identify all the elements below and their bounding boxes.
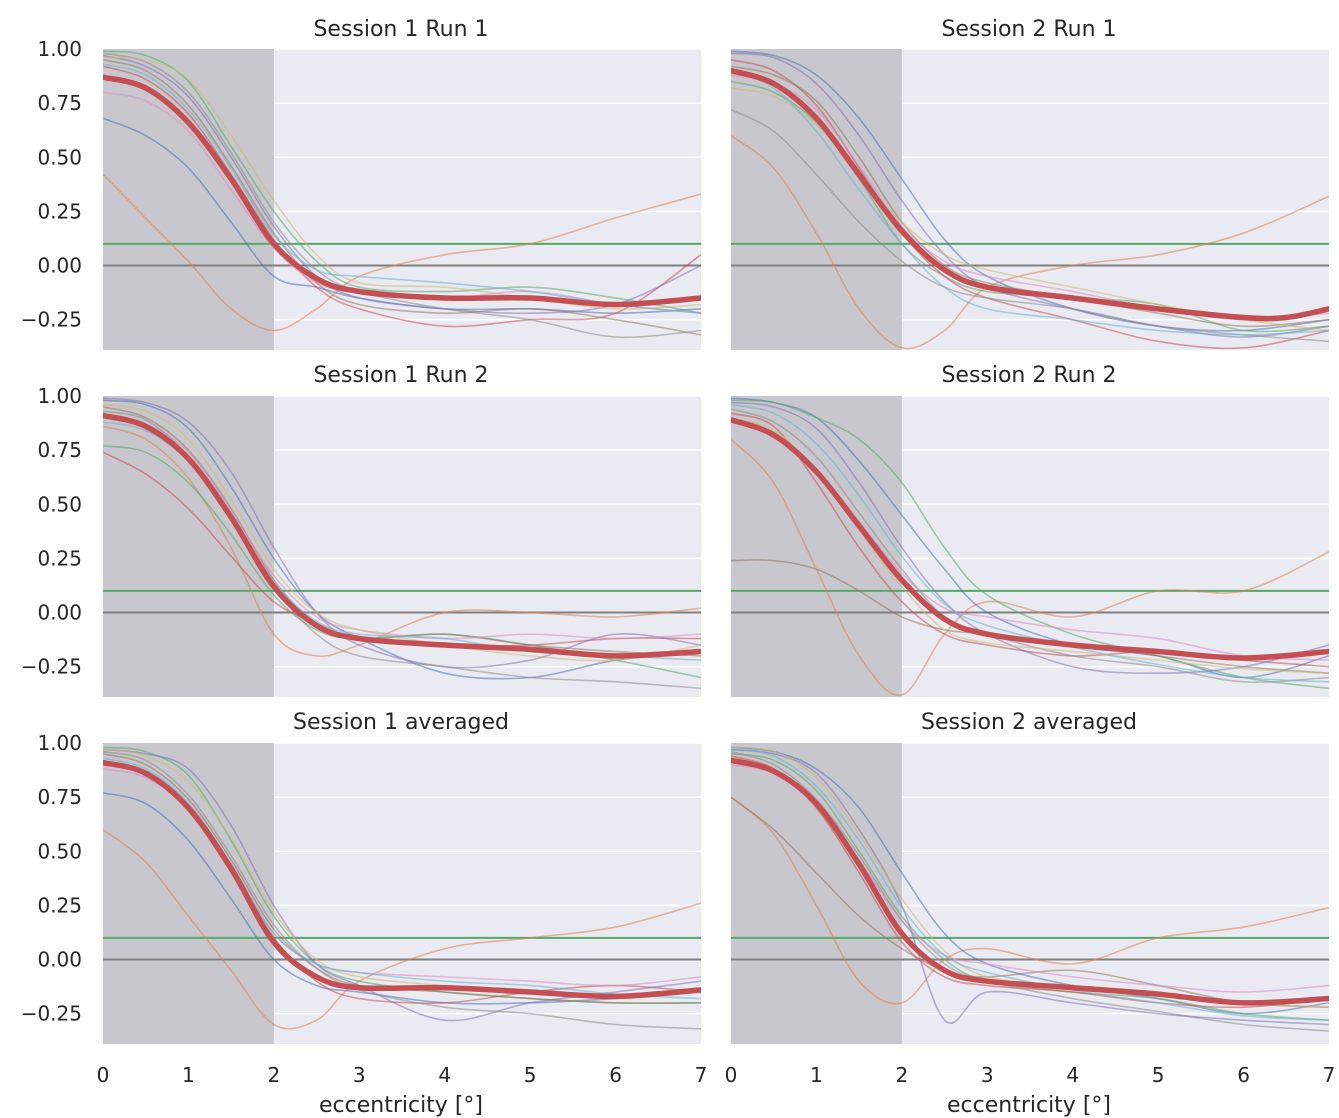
y-tick-label: 1.00 <box>37 731 82 755</box>
y-tick-label: 1.00 <box>37 37 82 61</box>
subject-line <box>103 91 701 314</box>
x-tick-label: 7 <box>695 1063 708 1087</box>
plot-area <box>103 48 701 350</box>
panel-session-1-run-2: Session 1 Run 2 1.00 0.75 0.50 0.25 0.00 −0.2… <box>21 363 701 697</box>
y-tick-label: 0.50 <box>37 145 82 169</box>
x-tick-label: 2 <box>895 1063 908 1087</box>
x-tick-label: 2 <box>267 1063 280 1087</box>
subject-line <box>103 50 701 314</box>
plot-area <box>103 742 701 1044</box>
subject-line <box>731 755 1329 1009</box>
subject-line <box>103 403 701 662</box>
subject-line <box>731 399 1329 690</box>
panel-session-1-run-1: Session 1 Run 1 1.00 0.75 0.50 0.25 0.00 −0.2… <box>21 17 701 350</box>
y-tick-label: −0.25 <box>21 308 82 332</box>
mean-line <box>103 74 701 308</box>
subject-line <box>731 750 1329 1032</box>
panel-title: Session 2 averaged <box>921 710 1137 735</box>
subject-line <box>103 416 701 640</box>
plot-content <box>731 49 1329 350</box>
shaded-region <box>731 49 902 350</box>
y-tick-label: 0.25 <box>37 893 82 917</box>
subject-line <box>731 748 1329 1021</box>
panel-title: Session 1 Run 1 <box>313 17 488 42</box>
subject-line <box>103 750 701 1030</box>
y-tick-label: −0.25 <box>21 1002 82 1026</box>
x-tick-label: 1 <box>182 1063 195 1087</box>
x-tick-label: 0 <box>97 1063 110 1087</box>
y-tick-label: 0.75 <box>37 91 82 115</box>
subject-line <box>103 65 701 328</box>
subject-line <box>731 746 1329 1015</box>
plot-area <box>731 48 1329 350</box>
mean-line <box>731 67 1329 322</box>
y-tick-label: 0.00 <box>37 254 82 278</box>
panel-title: Session 2 Run 1 <box>941 17 1116 42</box>
y-tick-label: 0.75 <box>37 785 82 809</box>
y-tick-label: 0.00 <box>37 948 82 972</box>
subject-line <box>731 80 1329 333</box>
mean-line <box>103 412 701 659</box>
x-axis-label: eccentricity [°] <box>319 1093 483 1118</box>
y-tick-label: 0.50 <box>37 839 82 863</box>
subject-line <box>731 65 1329 328</box>
shaded-region <box>103 396 274 697</box>
mean-line <box>731 417 1329 661</box>
x-tick-label: 5 <box>1152 1063 1165 1087</box>
mean-line <box>103 759 701 1000</box>
x-tick-label: 0 <box>725 1063 738 1087</box>
panel-session-1-averaged: Session 1 averaged eccentricity [°] 1.00… <box>21 710 708 1118</box>
subject-line <box>103 59 701 336</box>
subject-line <box>103 748 701 1022</box>
subject-line <box>731 50 1329 332</box>
x-tick-label: 1 <box>810 1063 823 1087</box>
x-tick-label: 4 <box>438 1063 451 1087</box>
plot-area <box>731 395 1329 697</box>
plot-content <box>103 49 701 350</box>
panel-title: Session 1 averaged <box>293 710 509 735</box>
x-axis-label: eccentricity [°] <box>947 1093 1111 1118</box>
x-tick-label: 3 <box>353 1063 366 1087</box>
x-tick-label: 6 <box>609 1063 622 1087</box>
panel-session-2-averaged: Session 2 averaged eccentricity [°] 0 1 2 3… <box>725 710 1336 1118</box>
plot-content <box>731 743 1329 1044</box>
panel-title: Session 2 Run 2 <box>941 363 1116 388</box>
subject-line <box>103 425 701 658</box>
subject-line <box>103 52 701 339</box>
x-tick-label: 6 <box>1237 1063 1250 1087</box>
subject-line <box>731 69 1329 336</box>
plot-content <box>103 396 701 697</box>
subject-line <box>731 59 1329 350</box>
panel-session-2-run-1: Session 2 Run 1 <box>731 17 1329 350</box>
plot-content <box>103 743 701 1044</box>
subject-line <box>103 174 701 332</box>
subject-line <box>731 134 1329 350</box>
plot-area <box>103 395 701 697</box>
y-tick-label: 1.00 <box>37 384 82 408</box>
y-tick-label: 0.00 <box>37 601 82 625</box>
plot-area <box>731 742 1329 1044</box>
subject-line <box>103 63 701 314</box>
subject-line <box>731 403 1329 683</box>
y-tick-label: 0.50 <box>37 492 82 516</box>
mean-line <box>731 757 1329 1006</box>
x-tick-label: 3 <box>981 1063 994 1087</box>
y-tick-label: −0.25 <box>21 655 82 679</box>
x-tick-label: 4 <box>1066 1063 1079 1087</box>
panel-title: Session 1 Run 2 <box>313 363 488 388</box>
x-tick-label: 7 <box>1323 1063 1336 1087</box>
x-tick-label: 5 <box>524 1063 537 1087</box>
plot-content <box>731 396 1329 697</box>
subject-line <box>731 559 1329 674</box>
subject-line <box>103 828 701 1030</box>
subject-line <box>103 757 701 1000</box>
subject-line <box>731 108 1329 343</box>
y-tick-label: 0.25 <box>37 199 82 223</box>
y-tick-label: 0.75 <box>37 438 82 462</box>
panel-session-2-run-2: Session 2 Run 2 <box>731 363 1329 697</box>
y-tick-label: 0.25 <box>37 546 82 570</box>
